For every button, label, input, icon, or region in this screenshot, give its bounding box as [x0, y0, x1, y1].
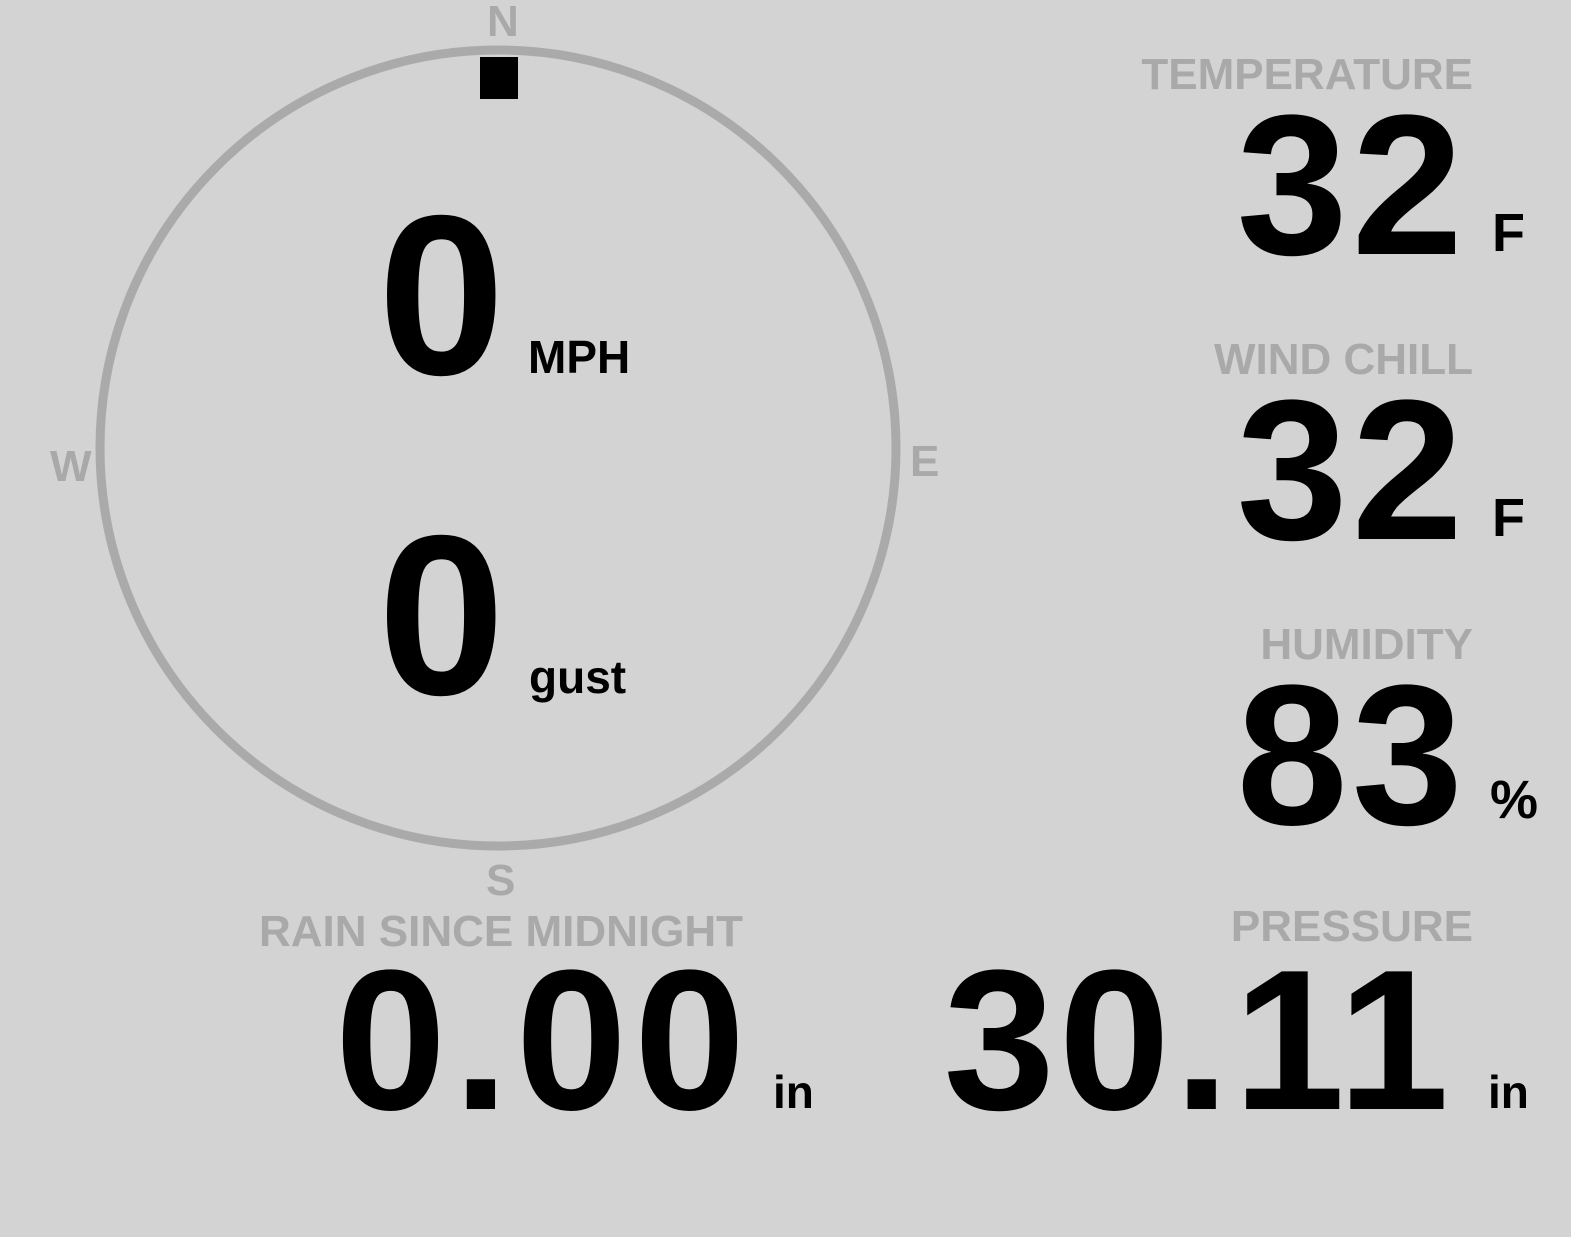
wind-chill-value: 32 [1236, 359, 1467, 582]
compass-west: W [50, 442, 92, 491]
humidity-unit: % [1490, 770, 1539, 830]
rain-label: RAIN SINCE MIDNIGHT [259, 907, 743, 956]
wind-gust-value: 0 [378, 489, 505, 743]
compass-ring [95, 45, 901, 851]
wind-direction-pointer [480, 57, 518, 99]
humidity-value: 83 [1236, 644, 1467, 867]
wind-chill-unit: F [1492, 488, 1525, 548]
wind-gust-unit: gust [529, 651, 627, 703]
pressure-unit: in [1488, 1066, 1529, 1118]
temperature-unit: F [1492, 203, 1525, 263]
temperature-label: TEMPERATURE [1141, 50, 1473, 99]
pressure-label: PRESSURE [1230, 902, 1473, 951]
compass-east: E [910, 437, 940, 486]
compass-south: S [486, 856, 516, 905]
temperature-value: 32 [1236, 74, 1467, 297]
pressure-value: 30.11 [943, 929, 1453, 1152]
rain-unit: in [773, 1066, 814, 1118]
wind-speed-unit: MPH [528, 331, 631, 383]
rain-value: 0.00 [335, 929, 753, 1152]
wind-speed-value: 0 [378, 169, 505, 423]
humidity-label: HUMIDITY [1260, 620, 1473, 669]
compass-north: N [487, 0, 519, 46]
wind-chill-label: WIND CHILL [1213, 335, 1473, 384]
